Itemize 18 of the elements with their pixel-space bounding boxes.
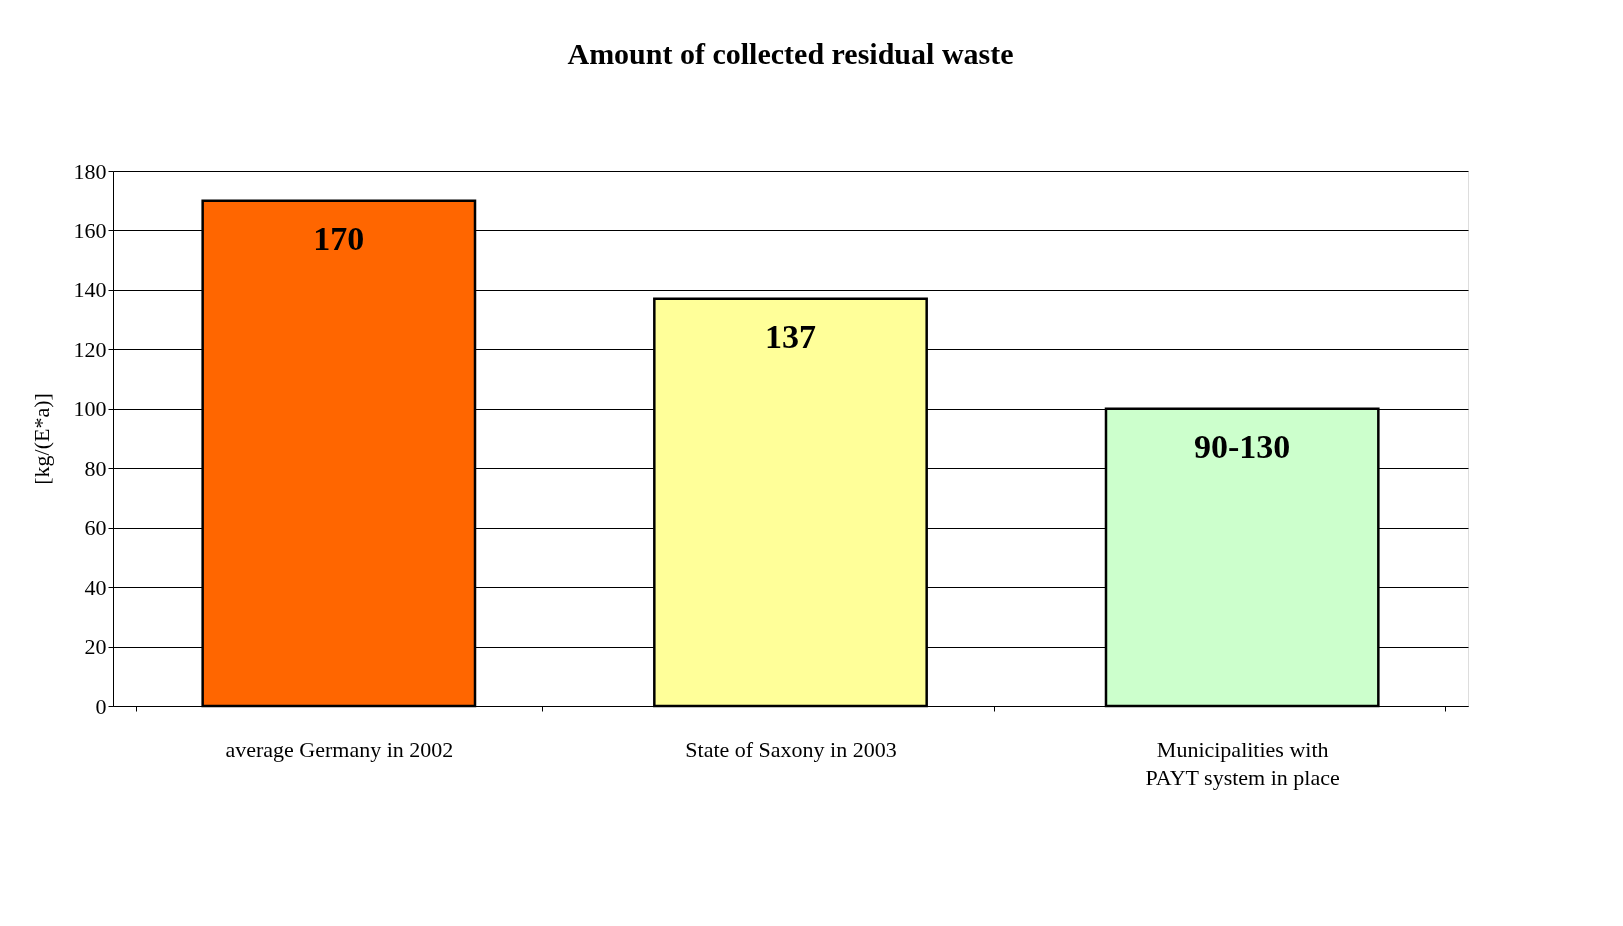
x-tick-label: Municipalities with PAYT system in place bbox=[1145, 736, 1340, 790]
y-tick-label: 160 bbox=[73, 217, 107, 243]
x-tick-label: State of Saxony in 2003 bbox=[685, 736, 897, 762]
y-tick-label: 20 bbox=[84, 634, 107, 660]
y-tick-label: 100 bbox=[73, 396, 107, 422]
y-tick-label: 180 bbox=[73, 158, 107, 184]
data-label: 137 bbox=[765, 317, 816, 355]
y-tick-label: 40 bbox=[84, 574, 107, 600]
y-tick-label: 80 bbox=[84, 455, 107, 481]
x-tick-label: average Germany in 2002 bbox=[225, 736, 454, 762]
y-axis-title: [kg/(E*a)] bbox=[28, 393, 54, 485]
y-tick-label: 60 bbox=[84, 515, 107, 541]
data-label: 90-130 bbox=[1194, 427, 1291, 465]
y-tick-label: 0 bbox=[95, 693, 107, 719]
y-tick-label: 120 bbox=[73, 336, 107, 362]
y-tick-label: 140 bbox=[73, 277, 107, 303]
data-label: 170 bbox=[313, 219, 365, 257]
chart-title: Amount of collected residual waste bbox=[567, 37, 1014, 70]
